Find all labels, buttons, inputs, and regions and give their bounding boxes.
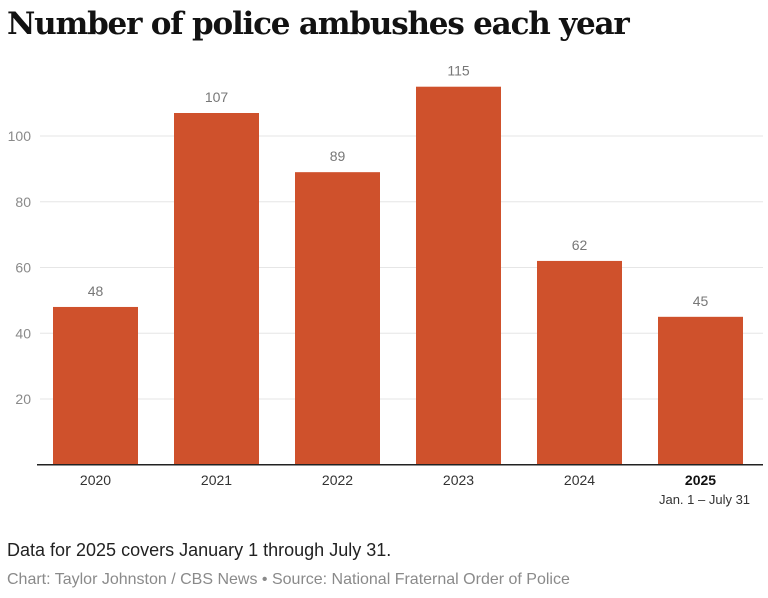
bar-2021 xyxy=(174,112,259,465)
chart-credit: Chart: Taylor Johnston / CBS News • Sour… xyxy=(7,571,570,588)
data-label: 45 xyxy=(693,293,709,309)
x-tick-sublabel: Jan. 1 – July 31 xyxy=(659,492,750,507)
bar-2023 xyxy=(416,86,501,465)
y-tick-label: 40 xyxy=(15,325,31,341)
x-tick-label: 2025 xyxy=(685,472,716,488)
x-tick-label: 2022 xyxy=(322,472,353,488)
x-tick-label: 2024 xyxy=(564,472,595,488)
data-label: 107 xyxy=(205,89,229,105)
chart-title: Number of police ambushes each year xyxy=(7,6,630,42)
y-tick-label: 80 xyxy=(15,194,31,210)
bar-2020 xyxy=(53,306,138,465)
bar-2025 xyxy=(658,316,743,465)
y-tick-label: 20 xyxy=(15,391,31,407)
chart-note: Data for 2025 covers January 1 through J… xyxy=(7,540,392,560)
bar-chart: 20 40 60 80 100 48 2020 107 2021 89 2022 115 2023 62 2… xyxy=(8,63,763,507)
x-tick-label: 2021 xyxy=(201,472,232,488)
x-tick-label: 2023 xyxy=(443,472,474,488)
bar-2024 xyxy=(537,260,622,465)
data-label: 62 xyxy=(572,237,588,253)
bar-2022 xyxy=(295,172,380,465)
x-tick-label: 2020 xyxy=(80,472,111,488)
data-label: 89 xyxy=(330,148,346,164)
y-tick-label: 60 xyxy=(15,260,31,276)
data-label: 115 xyxy=(447,63,470,79)
data-label: 48 xyxy=(88,283,104,299)
y-tick-label: 100 xyxy=(8,128,32,144)
